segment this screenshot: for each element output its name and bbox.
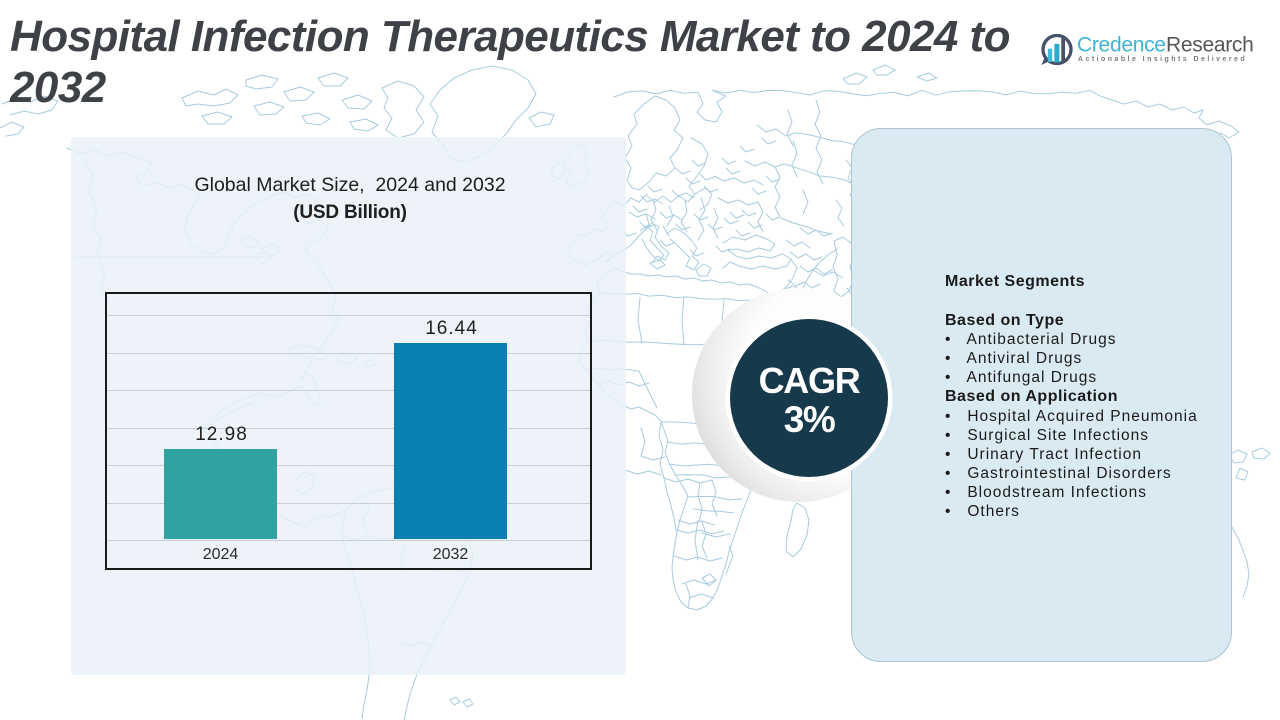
svg-text:Actionable Insights Delivered: Actionable Insights Delivered	[1078, 56, 1247, 63]
svg-text:Research: Research	[1166, 34, 1253, 57]
svg-text:Credence: Credence	[1077, 34, 1166, 57]
